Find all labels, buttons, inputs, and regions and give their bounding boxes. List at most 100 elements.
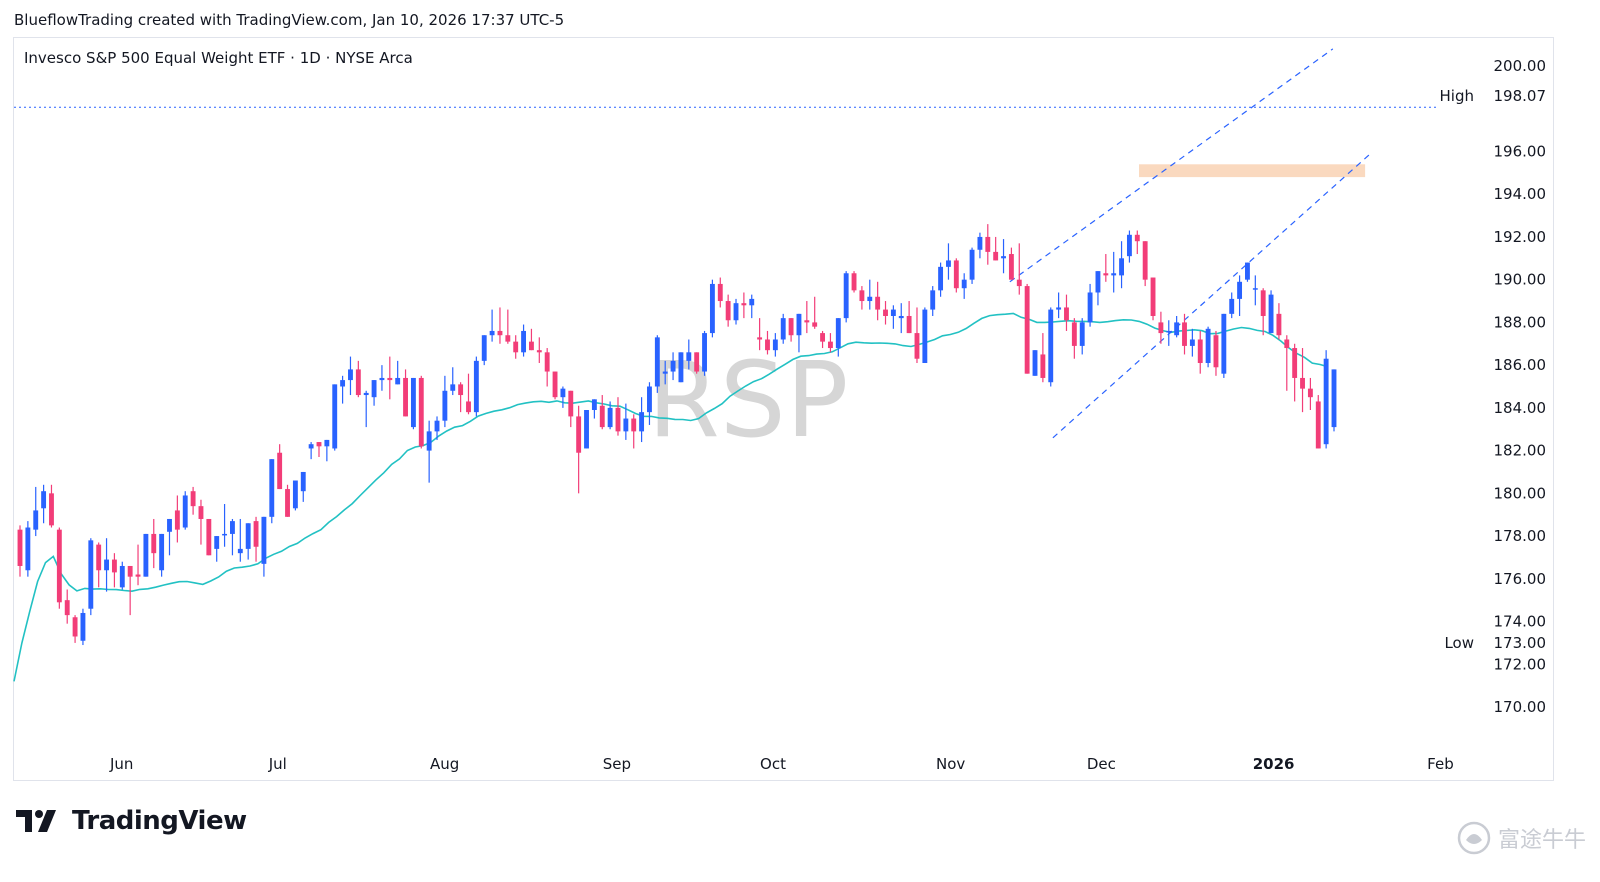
candle-body xyxy=(1276,313,1282,336)
candle-body xyxy=(552,371,558,398)
candle-body xyxy=(308,444,314,449)
candle-body xyxy=(1126,234,1132,257)
candle-body xyxy=(709,283,715,334)
candle-body xyxy=(230,521,235,534)
candle-body xyxy=(914,333,920,359)
candle-body xyxy=(332,384,338,449)
candle-body xyxy=(1197,339,1203,363)
x-tick-label: Feb xyxy=(1427,755,1454,773)
candle-body xyxy=(363,392,369,396)
candle-body xyxy=(434,420,440,432)
candle-body xyxy=(1079,322,1085,346)
candle-body xyxy=(127,565,133,577)
candle-body xyxy=(1040,354,1046,378)
candle-body xyxy=(938,266,944,291)
candle-body xyxy=(410,377,416,428)
candle-body xyxy=(1119,258,1124,276)
candle-body xyxy=(56,529,62,603)
candle-body xyxy=(182,495,188,528)
x-tick-label: Jul xyxy=(268,755,287,773)
candle-body xyxy=(1071,322,1077,346)
candle-body xyxy=(521,330,527,353)
candle-body xyxy=(560,388,566,398)
candle-body xyxy=(222,533,228,536)
low-label: Low xyxy=(1444,634,1474,652)
y-tick-label: 180.00 xyxy=(1494,484,1547,502)
candle-body xyxy=(906,315,912,334)
candle-body xyxy=(1213,335,1219,368)
candle-body xyxy=(17,529,23,566)
candle-body xyxy=(898,315,904,319)
candle-body xyxy=(969,249,975,280)
candle-body xyxy=(678,352,684,383)
candle-body xyxy=(1166,330,1172,333)
candle-body xyxy=(159,533,165,571)
candle-body xyxy=(670,360,676,372)
candle-body xyxy=(1008,254,1014,280)
tradingview-branding[interactable]: TradingView xyxy=(16,806,247,836)
candle-body xyxy=(1174,322,1180,336)
y-tick-label: 176.00 xyxy=(1494,570,1547,588)
candle-body xyxy=(1189,339,1195,346)
candle-body xyxy=(426,431,432,451)
candle-body xyxy=(536,350,542,353)
candle-body xyxy=(946,260,951,267)
candle-body xyxy=(1158,322,1164,334)
candle-body xyxy=(780,318,786,340)
candle-body xyxy=(190,491,196,507)
candle-body xyxy=(198,506,204,519)
channel-upper-line[interactable] xyxy=(1009,48,1334,283)
candle-body xyxy=(395,377,401,385)
candle-body xyxy=(733,303,739,321)
candle-body xyxy=(277,452,283,490)
candle-body xyxy=(725,301,731,321)
candle-body xyxy=(765,339,770,351)
x-tick-label: Aug xyxy=(430,755,459,773)
candle-body xyxy=(686,352,692,361)
x-tick-label: 2026 xyxy=(1253,755,1295,773)
candle-body xyxy=(473,360,479,413)
candle-body xyxy=(348,369,353,381)
candle-body xyxy=(403,377,408,417)
tradingview-brand-text: TradingView xyxy=(72,806,247,836)
candle-body xyxy=(1087,292,1093,323)
candle-body xyxy=(993,251,999,261)
candle-body xyxy=(387,377,393,381)
candle-body xyxy=(576,416,582,453)
candle-body xyxy=(1323,358,1329,445)
y-tick-label: 190.00 xyxy=(1494,271,1547,289)
candle-body xyxy=(1331,369,1337,428)
x-tick-label: Nov xyxy=(936,755,965,773)
candle-body xyxy=(64,600,70,616)
candle-body xyxy=(843,273,849,319)
candle-body xyxy=(1048,309,1054,383)
candle-body xyxy=(804,320,810,323)
candle-body xyxy=(930,290,936,310)
candle-body xyxy=(851,273,857,291)
futu-logo-icon xyxy=(1457,821,1491,855)
y-tick-label: 194.00 xyxy=(1494,185,1547,203)
candle-body xyxy=(135,574,141,577)
futu-watermark-text: 富途牛牛 xyxy=(1497,828,1586,853)
y-tick-label: 172.00 xyxy=(1494,655,1547,673)
y-tick-label: 182.00 xyxy=(1494,442,1547,460)
x-tick-label: Dec xyxy=(1087,755,1116,773)
candle-body xyxy=(80,612,86,641)
candle-body xyxy=(442,390,448,421)
candle-body xyxy=(340,380,346,387)
candle-body xyxy=(1205,328,1211,363)
y-tick-label: 184.00 xyxy=(1494,399,1547,417)
candle-body xyxy=(253,521,259,547)
candle-body xyxy=(1016,279,1022,287)
candle-body xyxy=(1300,377,1305,389)
candle-body xyxy=(1111,273,1117,276)
candle-body xyxy=(41,491,47,509)
y-tick-label: 200.00 xyxy=(1494,57,1547,75)
high-label: High xyxy=(1440,87,1474,105)
candle-body xyxy=(1182,322,1187,346)
channel-lower-line[interactable] xyxy=(1052,153,1371,439)
candle-body xyxy=(1292,348,1298,378)
candle-body xyxy=(1032,350,1038,376)
candle-body xyxy=(481,335,487,361)
